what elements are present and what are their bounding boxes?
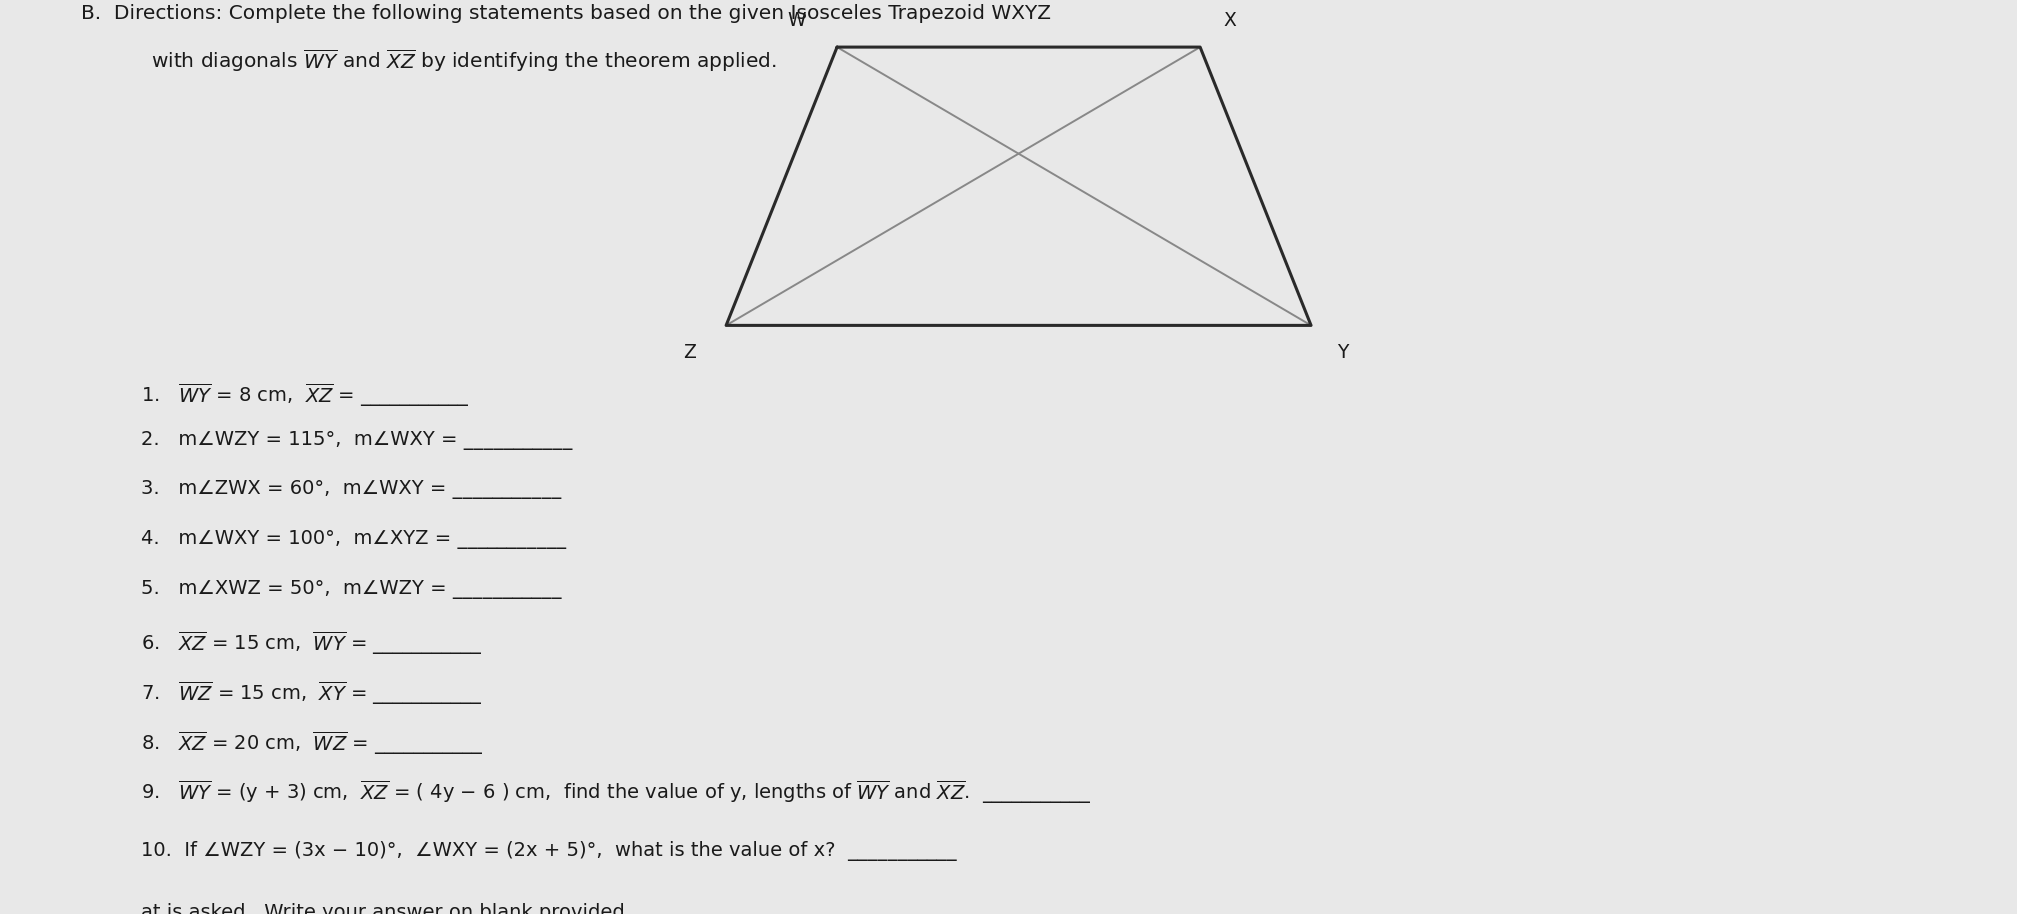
Text: 10.  If ∠WZY = (3x − 10)°,  ∠WXY = (2x + 5)°,  what is the value of x?  ________: 10. If ∠WZY = (3x − 10)°, ∠WXY = (2x + 5… [141, 841, 956, 861]
Text: 3.   m∠ZWX = 60°,  m∠WXY = ___________: 3. m∠ZWX = 60°, m∠WXY = ___________ [141, 481, 561, 499]
Text: with diagonals $\overline{WY}$ and $\overline{XZ}$ by identifying the theorem ap: with diagonals $\overline{WY}$ and $\ove… [151, 48, 777, 74]
Text: X: X [1224, 11, 1236, 30]
Text: 7.   $\overline{WZ}$ = 15 cm,  $\overline{XY}$ = ___________: 7. $\overline{WZ}$ = 15 cm, $\overline{X… [141, 679, 482, 707]
Text: Y: Y [1337, 343, 1349, 362]
Text: 5.   m∠XWZ = 50°,  m∠WZY = ___________: 5. m∠XWZ = 50°, m∠WZY = ___________ [141, 579, 561, 599]
Text: 9.   $\overline{WY}$ = (y + 3) cm,  $\overline{XZ}$ = ( 4y − 6 ) cm,  find the v: 9. $\overline{WY}$ = (y + 3) cm, $\overl… [141, 779, 1091, 806]
Text: B.  Directions: Complete the following statements based on the given Isosceles T: B. Directions: Complete the following st… [81, 5, 1051, 23]
Text: 4.   m∠WXY = 100°,  m∠XYZ = ___________: 4. m∠WXY = 100°, m∠XYZ = ___________ [141, 530, 567, 549]
Text: 1.   $\overline{WY}$ = 8 cm,  $\overline{XZ}$ = ___________: 1. $\overline{WY}$ = 8 cm, $\overline{XZ… [141, 381, 470, 409]
Text: 6.   $\overline{XZ}$ = 15 cm,  $\overline{WY}$ = ___________: 6. $\overline{XZ}$ = 15 cm, $\overline{W… [141, 630, 482, 657]
Text: Z: Z [684, 343, 696, 362]
Text: 8.   $\overline{XZ}$ = 20 cm,  $\overline{WZ}$ = ___________: 8. $\overline{XZ}$ = 20 cm, $\overline{W… [141, 728, 484, 757]
Text: at is asked.  Write your answer on blank provided.: at is asked. Write your answer on blank … [141, 903, 631, 914]
Text: W: W [787, 11, 807, 30]
Text: 2.   m∠WZY = 115°,  m∠WXY = ___________: 2. m∠WZY = 115°, m∠WXY = ___________ [141, 430, 573, 450]
